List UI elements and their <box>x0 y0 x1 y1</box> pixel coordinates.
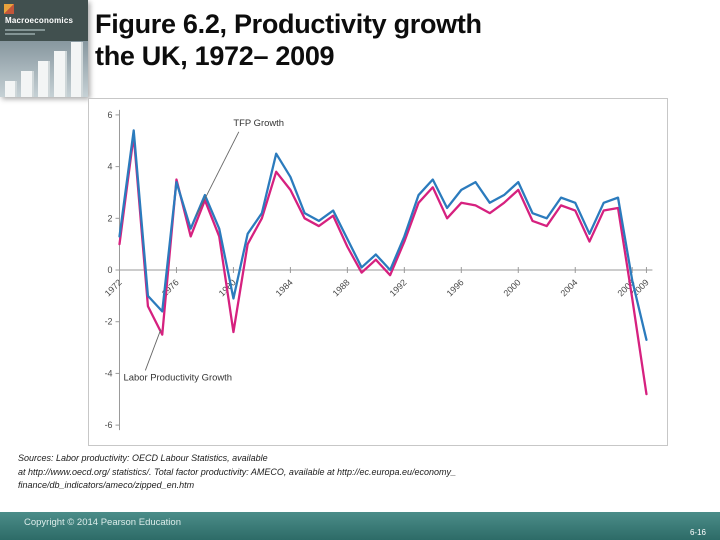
cover-author-line <box>5 33 35 35</box>
svg-text:1984: 1984 <box>274 277 295 298</box>
svg-text:2000: 2000 <box>502 277 523 298</box>
productivity-chart-frame: 6 4 2 0 -2 -4 -6 1972 1976 1980 1984 1988 1992 1996 20… <box>88 98 668 446</box>
cover-bar <box>5 81 18 97</box>
svg-text:-6: -6 <box>105 420 113 430</box>
publisher-logo-icon <box>4 4 14 14</box>
svg-text:6: 6 <box>108 110 113 120</box>
cover-bar <box>21 71 34 97</box>
footer-bar: Copyright © 2014 Pearson Education 6-16 <box>0 512 720 540</box>
sources-note: Sources: Labor productivity: OECD Labour… <box>18 452 698 493</box>
cover-bars-image <box>0 41 88 97</box>
svg-text:1992: 1992 <box>388 277 409 298</box>
cover-bar <box>54 51 67 97</box>
svg-text:Labor Productivity Growth: Labor Productivity Growth <box>123 372 232 383</box>
book-cover-title: Macroeconomics <box>5 16 74 25</box>
svg-text:-2: -2 <box>105 317 113 327</box>
copyright-text: Copyright © 2014 Pearson Education <box>24 517 181 528</box>
cover-author-line <box>5 29 45 31</box>
sources-line-3: finance/db_indicators/ameco/zipped_en.ht… <box>18 480 195 490</box>
svg-text:TFP Growth: TFP Growth <box>233 118 284 129</box>
svg-text:0: 0 <box>108 265 113 275</box>
title-line-2: the UK, 1972– 2009 <box>95 41 335 72</box>
cover-bar <box>37 61 51 97</box>
svg-text:1972: 1972 <box>103 277 124 298</box>
svg-text:1996: 1996 <box>445 277 466 298</box>
sources-line-1: Sources: Labor productivity: OECD Labour… <box>18 453 268 463</box>
book-cover-thumbnail: Macroeconomics <box>0 0 88 97</box>
title-line-1: Figure 6.2, Productivity growth <box>95 9 482 39</box>
svg-text:4: 4 <box>108 162 113 172</box>
page-title: Figure 6.2, Productivity growth the UK, … <box>95 8 710 73</box>
svg-text:2: 2 <box>108 213 113 223</box>
cover-bar <box>70 42 84 97</box>
sources-line-2: at http://www.oecd.org/ statistics/. Tot… <box>18 466 457 477</box>
svg-text:-4: -4 <box>105 368 113 378</box>
svg-text:1988: 1988 <box>331 277 352 298</box>
svg-text:2004: 2004 <box>558 277 579 298</box>
slide-page-number: 6-16 <box>689 528 706 537</box>
